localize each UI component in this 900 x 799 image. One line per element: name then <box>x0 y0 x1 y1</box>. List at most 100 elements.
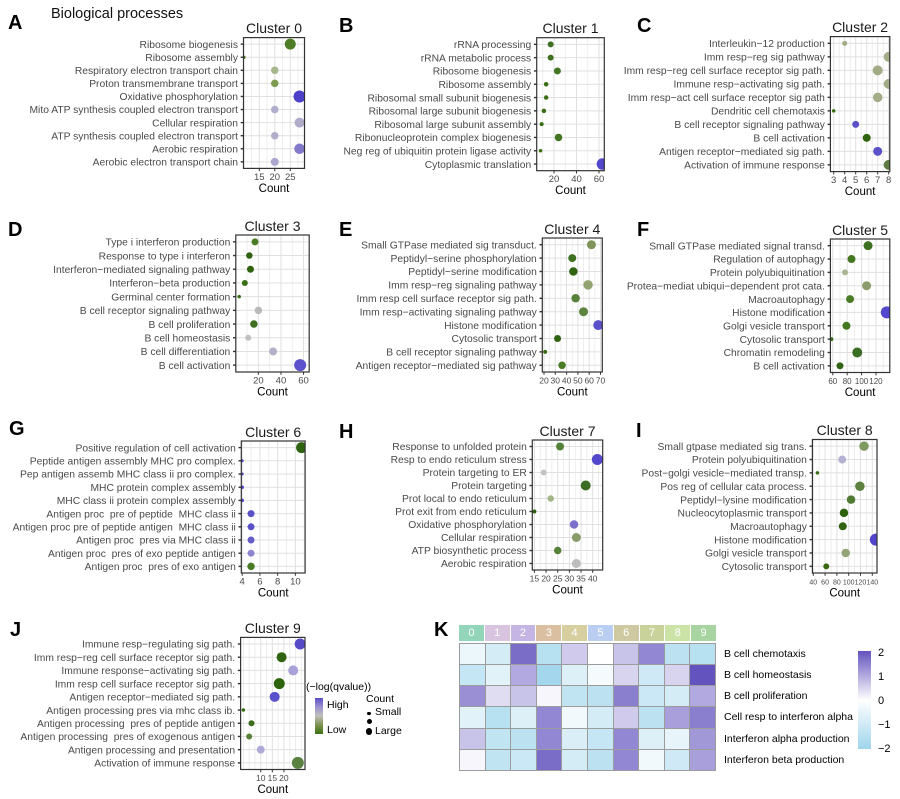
category-label: ATP biosynthetic process <box>412 546 527 557</box>
legend-small-dot-icon <box>367 711 371 715</box>
dot <box>852 347 863 358</box>
heatmap-row-label-2: B cell proliferation <box>724 690 808 703</box>
category-label: Cytoplasmic translation <box>425 160 532 171</box>
heatmap-cell <box>511 644 536 665</box>
dot <box>251 238 259 246</box>
dot <box>547 54 554 61</box>
category-label: Macroautophagy <box>730 522 808 533</box>
category-label: Antigen receptor−mediated sig path. <box>69 693 235 704</box>
heatmap-cell <box>485 728 511 749</box>
cluster-8-title: Cluster 8 <box>816 422 873 438</box>
category-label: Ribosome assembly <box>438 80 532 91</box>
heatmap-row-label-1: B cell homeostasis <box>724 668 812 681</box>
heatmap-cell <box>460 686 485 707</box>
category-label: Imm resp cell surface receptor sig path. <box>357 294 537 305</box>
dot <box>558 361 566 370</box>
dot <box>540 469 547 476</box>
x-tick-label: 6 <box>864 175 869 186</box>
category-label: Protein targeting <box>451 481 527 492</box>
dot <box>543 82 549 87</box>
dot <box>569 520 579 529</box>
dot <box>571 559 581 568</box>
heatmap-cell <box>536 686 562 707</box>
category-label: Ribosome biogenesis <box>140 40 238 51</box>
x-tick-label: 8 <box>275 577 280 588</box>
heatmap-column-header-5: 5 <box>587 624 613 641</box>
plot-border <box>536 37 605 172</box>
heatmap-row-label-4: Interferon alpha production <box>724 732 850 745</box>
category-label: Antigen processing and presentation <box>68 745 235 756</box>
x-axis-title: Count <box>552 585 583 597</box>
heatmap-cell <box>639 686 664 707</box>
heatmap-cell <box>536 707 562 728</box>
dot <box>823 563 830 570</box>
x-tick-label: 140 <box>866 580 878 587</box>
x-tick-label: 30 <box>565 574 575 584</box>
category-label: Antigen processing pres of exogenous ant… <box>20 732 235 743</box>
heatmap-cell <box>664 644 690 665</box>
heatmap-column-header-4: 4 <box>562 624 587 641</box>
category-label: Ribosomal small subunit biogenesis <box>367 93 531 104</box>
heatmap-cell <box>639 644 664 665</box>
x-tick-label: 40 <box>276 376 287 387</box>
heatmap-row-label-3: Cell resp to interferon alpha <box>724 711 853 724</box>
plot-border <box>811 438 878 574</box>
heatmap-cell <box>690 665 715 686</box>
category-label: Nucleocytoplasmic transport <box>678 509 807 520</box>
dot <box>841 548 850 558</box>
category-label: MHC protein complex assembly <box>90 483 236 494</box>
dot <box>246 265 254 273</box>
figure-title: Biological processes <box>51 6 184 22</box>
dot <box>294 359 307 372</box>
x-tick-label: 40 <box>809 580 817 587</box>
cluster-4-title: Cluster 4 <box>544 220 601 237</box>
heatmap-column-header-1: 1 <box>484 624 510 641</box>
heatmap-cell <box>664 749 690 770</box>
cluster-0-title: Cluster 0 <box>245 20 303 37</box>
dot <box>246 252 253 259</box>
category-label: Protein targeting to ER <box>423 468 527 479</box>
heatmap-cell <box>639 728 664 749</box>
dot-panel-J: 10 15 20 Immune resp−regulating sig path. Im… <box>20 636 306 796</box>
dot <box>553 67 561 75</box>
heatmap-cell <box>588 749 613 770</box>
heatmap-cell <box>460 644 485 665</box>
plot-background <box>243 37 305 169</box>
category-label: Antigen processing pres of peptide antig… <box>37 719 235 730</box>
x-axis-title: Count <box>258 588 289 600</box>
heatmap-cell <box>536 665 562 686</box>
x-tick-label: 30 <box>551 376 561 386</box>
x-tick-label: 3 <box>831 175 836 186</box>
heatmap-column-header-2: 2 <box>510 624 536 641</box>
heatmap-column-header-0: 0 <box>459 624 484 641</box>
x-tick-label: 50 <box>573 376 583 386</box>
dot <box>294 143 305 155</box>
x-axis-title: Count <box>829 588 860 600</box>
x-tick-label: 60 <box>594 174 605 185</box>
category-label: Histone modification <box>714 535 807 546</box>
dot-panel-F: 60 80 100 120 Small GTPase mediated signal t… <box>627 238 891 399</box>
dots-group <box>243 38 305 166</box>
category-label: Golgi vesicle transport <box>705 549 807 560</box>
dot <box>538 149 543 153</box>
category-label: Ribosomal large subunit biogenesis <box>369 107 532 118</box>
dot <box>532 509 537 514</box>
category-label: Activation of immune response <box>94 759 235 770</box>
dots-group <box>237 238 307 372</box>
category-label: Imm resp−reg cell surface receptor sig p… <box>624 66 825 77</box>
category-label: Neg reg of ubiquitin protein ligase acti… <box>343 146 532 157</box>
dot <box>245 334 252 341</box>
dot <box>250 320 258 328</box>
plot-border <box>829 35 891 173</box>
dot <box>271 66 279 75</box>
dot <box>543 95 549 100</box>
category-label: Antigen processing pres via mhc class ib… <box>46 706 235 717</box>
category-label: Imm resp−reg cell surface receptor sig p… <box>34 653 235 664</box>
dot <box>579 307 589 317</box>
plot-border <box>240 440 306 574</box>
category-label: Aerobic electron transport chain <box>93 158 239 169</box>
dots-group <box>815 441 878 570</box>
category-label: Chromatin remodeling <box>724 348 826 359</box>
dot <box>547 495 554 502</box>
x-tick-label: 4 <box>240 577 245 588</box>
